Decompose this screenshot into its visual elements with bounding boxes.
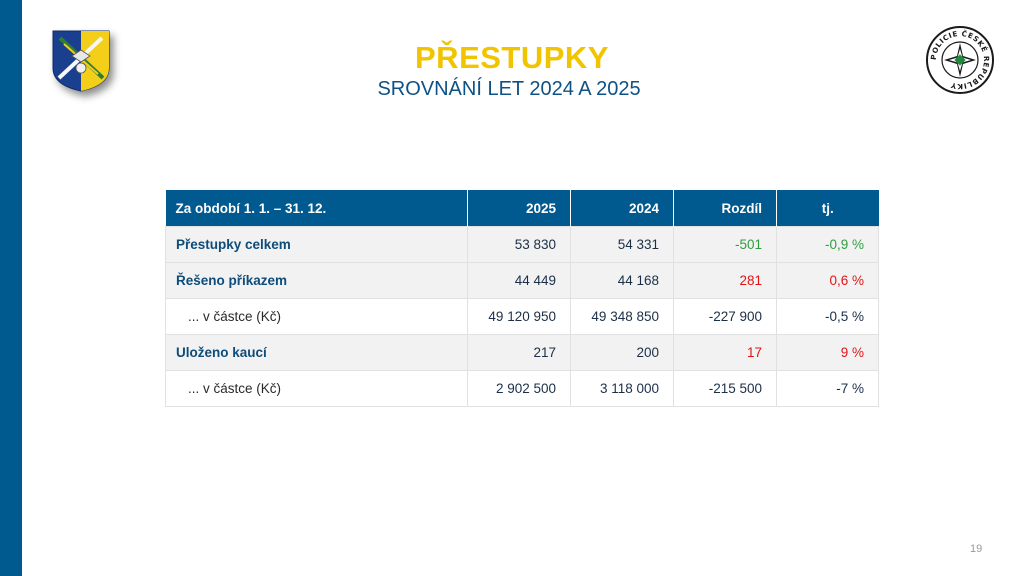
cell-percent: -0,9 %: [776, 226, 879, 263]
row-label: Uloženo kaucí: [165, 334, 468, 371]
coat-of-arms-icon: [52, 30, 110, 92]
table-row: Uloženo kaucí 217 200 17 9 %: [165, 334, 879, 371]
cell-percent: -7 %: [776, 370, 879, 407]
cell-difference: 17: [673, 334, 777, 371]
left-accent-bar: [0, 0, 22, 576]
cell-2025: 2 902 500: [467, 370, 571, 407]
column-header-2025: 2025: [467, 190, 571, 227]
comparison-table: Za období 1. 1. – 31. 12. 2025 2024 Rozd…: [165, 190, 879, 407]
cell-2025: 53 830: [467, 226, 571, 263]
cell-difference: -227 900: [673, 298, 777, 335]
table-header-row: Za období 1. 1. – 31. 12. 2025 2024 Rozd…: [165, 190, 879, 227]
cell-2024: 200: [570, 334, 674, 371]
row-label: Přestupky celkem: [165, 226, 468, 263]
page-title: PŘESTUPKY: [415, 40, 609, 75]
cell-percent: 0,6 %: [776, 262, 879, 299]
cell-2024: 49 348 850: [570, 298, 674, 335]
cell-difference: -215 500: [673, 370, 777, 407]
page-subtitle: SROVNÁNÍ LET 2024 A 2025: [377, 78, 641, 100]
column-header-percent: tj.: [776, 190, 879, 227]
police-badge-icon: POLICIE ČESKÉ REPUBLIKY: [926, 26, 994, 94]
cell-difference: -501: [673, 226, 777, 263]
table-row: Přestupky celkem 53 830 54 331 -501 -0,9…: [165, 226, 879, 263]
cell-2025: 44 449: [467, 262, 571, 299]
cell-percent: -0,5 %: [776, 298, 879, 335]
column-header-2024: 2024: [570, 190, 674, 227]
column-header-period: Za období 1. 1. – 31. 12.: [165, 190, 468, 227]
table-row: ... v částce (Kč) 49 120 950 49 348 850 …: [165, 298, 879, 335]
row-label: Řešeno příkazem: [165, 262, 468, 299]
cell-2025: 49 120 950: [467, 298, 571, 335]
table-row: Řešeno příkazem 44 449 44 168 281 0,6 %: [165, 262, 879, 299]
cell-percent: 9 %: [776, 334, 879, 371]
column-header-difference: Rozdíl: [673, 190, 777, 227]
cell-2025: 217: [467, 334, 571, 371]
cell-2024: 3 118 000: [570, 370, 674, 407]
cell-difference: 281: [673, 262, 777, 299]
cell-2024: 44 168: [570, 262, 674, 299]
page-number: 19: [970, 543, 983, 555]
row-label: ... v částce (Kč): [165, 370, 468, 407]
row-label: ... v částce (Kč): [165, 298, 468, 335]
cell-2024: 54 331: [570, 226, 674, 263]
table-row: ... v částce (Kč) 2 902 500 3 118 000 -2…: [165, 370, 879, 407]
